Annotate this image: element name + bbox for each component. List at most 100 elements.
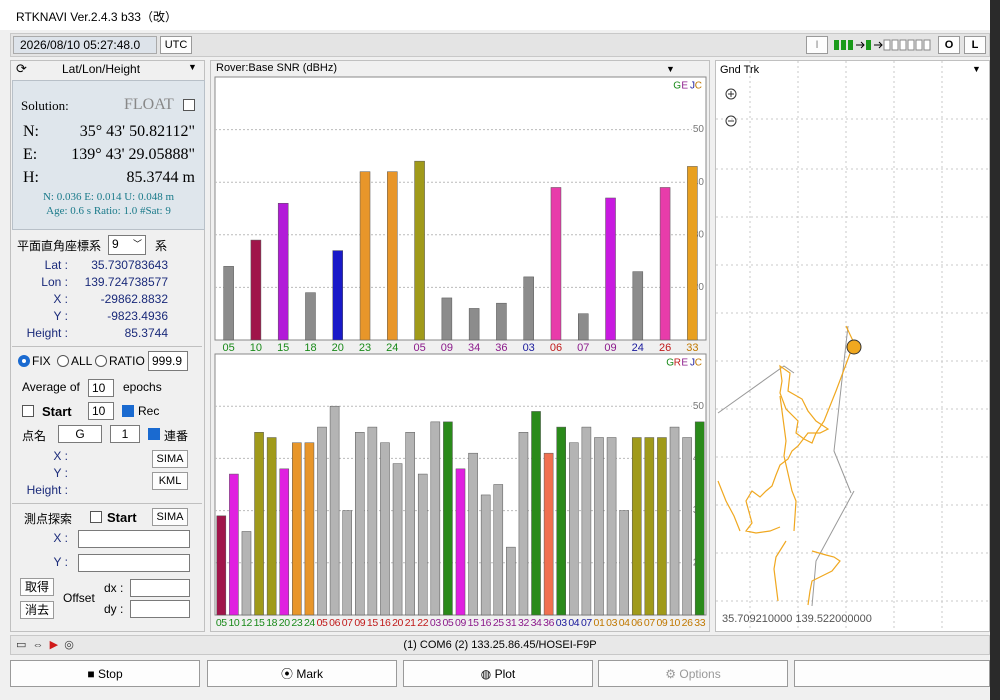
dy-input[interactable] <box>130 600 190 618</box>
coord-label: Lat : <box>44 258 68 272</box>
y-tick-label: 50 <box>693 124 705 135</box>
satellite-label: 24 <box>632 342 644 354</box>
satellite-label: 18 <box>266 617 277 629</box>
track-title[interactable]: Gnd Trk <box>720 64 760 76</box>
search-label: 測点探索 <box>24 512 73 526</box>
point-name-input[interactable]: G <box>58 425 102 443</box>
sima-button[interactable]: SIMA <box>152 450 188 468</box>
satellite-label: 03 <box>430 617 441 629</box>
y-tick-label: 20 <box>693 282 705 293</box>
ratio-label: RATIO <box>109 354 145 368</box>
dropdown-arrow[interactable]: ▼ <box>972 64 981 74</box>
fix-radio[interactable] <box>18 355 30 367</box>
std-dev: N: 0.036 E: 0.014 U: 0.048 m <box>42 191 175 203</box>
pos-label: H: <box>23 169 39 186</box>
zone-select[interactable]: 9 ﹀ <box>108 235 146 255</box>
snr-bar <box>644 437 655 616</box>
status-bar <box>10 635 990 655</box>
solution-status: FLOAT <box>124 96 174 113</box>
satellite-label: 20 <box>279 617 290 629</box>
snr-bar <box>619 510 629 616</box>
timezone-button[interactable]: UTC <box>160 36 192 54</box>
snr-bar <box>305 292 316 341</box>
start-check[interactable] <box>22 405 34 417</box>
log-button[interactable]: L <box>964 36 986 54</box>
status-icons[interactable]: ▭ ⇔ ▶ ◎ <box>16 639 74 651</box>
coord-label: Y : <box>53 309 68 323</box>
snr-bar <box>694 421 705 616</box>
refresh-icon[interactable]: ⟳ <box>16 61 27 76</box>
search-start-check[interactable] <box>90 511 102 523</box>
search-x-input[interactable] <box>78 530 190 548</box>
satellite-label: 36 <box>495 342 507 354</box>
separator <box>12 503 202 504</box>
snr-bar <box>430 421 441 616</box>
extra-button[interactable] <box>794 660 990 687</box>
solution-mode[interactable]: Lat/Lon/Height <box>62 62 141 76</box>
satellite-label: 05 <box>413 342 425 354</box>
satellite-label: 06 <box>631 617 642 629</box>
snr-bar <box>631 437 642 616</box>
ratio-radio[interactable] <box>95 355 107 367</box>
average-input[interactable]: 10 <box>88 379 114 397</box>
coord-label: Height : <box>26 326 68 340</box>
ratio-input[interactable]: 999.9 <box>148 351 188 371</box>
snr-bar <box>216 515 227 616</box>
legend-entry: C <box>695 358 702 369</box>
point-name-label: 点名 <box>22 429 47 443</box>
stop-button[interactable]: ■ Stop <box>10 660 200 687</box>
dx-input[interactable] <box>130 579 190 597</box>
zone-value: 9 <box>112 237 119 251</box>
snr-bar <box>594 437 604 616</box>
coord-value: -9823.4936 <box>107 309 168 323</box>
output-button[interactable]: O <box>938 36 960 54</box>
title-bar <box>0 0 1000 30</box>
clear-button[interactable]: 消去 <box>20 601 54 619</box>
snr-bar <box>250 239 262 341</box>
point-number-input[interactable]: 1 <box>110 425 140 443</box>
snr-bar <box>531 411 541 616</box>
dropdown-arrow[interactable]: ▼ <box>666 64 675 74</box>
pos-value: 139° 43' 29.05888" <box>71 146 195 163</box>
left-panel <box>10 60 205 632</box>
search-sima-button[interactable]: SIMA <box>152 508 188 526</box>
start-input[interactable]: 10 <box>88 402 114 420</box>
snr-bar <box>569 442 579 616</box>
get-button[interactable]: 取得 <box>20 578 54 596</box>
satellite-label: 04 <box>619 617 630 629</box>
satellite-label: 23 <box>291 617 302 629</box>
system-label: 平面直角座標系 <box>17 239 102 253</box>
search-y-input[interactable] <box>78 554 190 572</box>
rec-check[interactable] <box>122 405 134 417</box>
kml-button[interactable]: KML <box>152 472 188 490</box>
search-y-label: Y : <box>53 555 68 569</box>
dropdown-arrow[interactable]: ▼ <box>188 62 197 72</box>
y-tick-label: 30 <box>693 229 705 240</box>
sequential-check[interactable] <box>148 428 160 440</box>
snr-title[interactable]: Rover:Base SNR (dBHz) <box>216 62 338 74</box>
snr-bar <box>468 452 478 616</box>
all-radio[interactable] <box>57 355 69 367</box>
satellite-label: 25 <box>493 617 504 629</box>
plot-button[interactable]: ◍ Plot <box>403 660 593 687</box>
options-button[interactable]: ⚙ Options <box>598 660 788 687</box>
snr-bar <box>523 276 534 341</box>
satellite-label: 12 <box>241 617 252 629</box>
legend-entry: C <box>695 81 702 92</box>
snr-bar <box>657 437 667 616</box>
options-label: Options <box>679 667 721 681</box>
solution-box <box>12 80 205 230</box>
snr-bar <box>518 432 529 616</box>
satellite-label: 09 <box>441 342 453 354</box>
snr-bar <box>380 442 390 616</box>
satellite-label: 15 <box>277 342 289 354</box>
snr-bar <box>455 468 466 616</box>
satellite-label: 05 <box>317 617 328 629</box>
search-start-label: Start <box>107 510 137 525</box>
snr-bar <box>659 187 671 341</box>
snr-bar <box>266 437 277 616</box>
mark-button[interactable]: ⦿ Mark <box>207 660 397 687</box>
stream-indicator <box>834 39 931 51</box>
coord-value: 85.3744 <box>124 326 168 340</box>
